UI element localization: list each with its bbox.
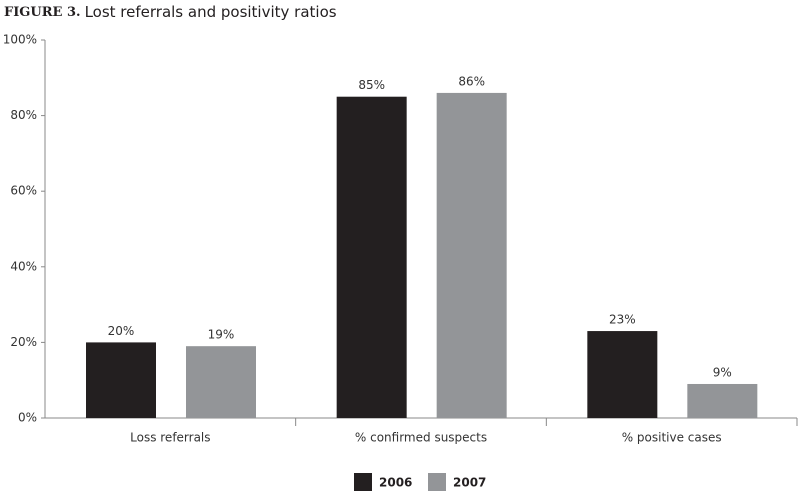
title-label: FIGURE 3. xyxy=(4,5,81,20)
value-label: 20% xyxy=(108,324,135,338)
value-label: 19% xyxy=(208,328,235,342)
value-label: 85% xyxy=(358,78,385,92)
legend-label: 2007 xyxy=(453,476,486,490)
legend-swatch xyxy=(428,473,446,491)
y-tick-label: 80% xyxy=(10,108,37,122)
x-tick-label: % confirmed suspects xyxy=(355,431,487,445)
y-tick-label: 60% xyxy=(10,184,37,198)
y-tick-label: 0% xyxy=(18,411,37,425)
bar xyxy=(86,342,156,418)
value-label: 9% xyxy=(713,365,732,379)
legend-label: 2006 xyxy=(379,476,412,490)
y-tick-label: 20% xyxy=(10,335,37,349)
value-label: 86% xyxy=(458,74,485,88)
y-tick-label: 40% xyxy=(10,259,37,273)
chart-title: FIGURE 3. Lost referrals and positivity r… xyxy=(4,3,337,21)
x-tick-label: % positive cases xyxy=(622,431,722,445)
x-tick-label: Loss referrals xyxy=(130,431,210,445)
bar xyxy=(687,383,758,418)
bar xyxy=(587,331,658,418)
bar xyxy=(336,96,407,418)
y-tick-label: 100% xyxy=(3,33,37,47)
bar xyxy=(186,346,256,418)
title-text: Lost referrals and positivity ratios xyxy=(85,3,337,21)
legend-swatch xyxy=(354,473,372,491)
bar xyxy=(436,92,507,419)
value-label: 23% xyxy=(609,313,636,327)
